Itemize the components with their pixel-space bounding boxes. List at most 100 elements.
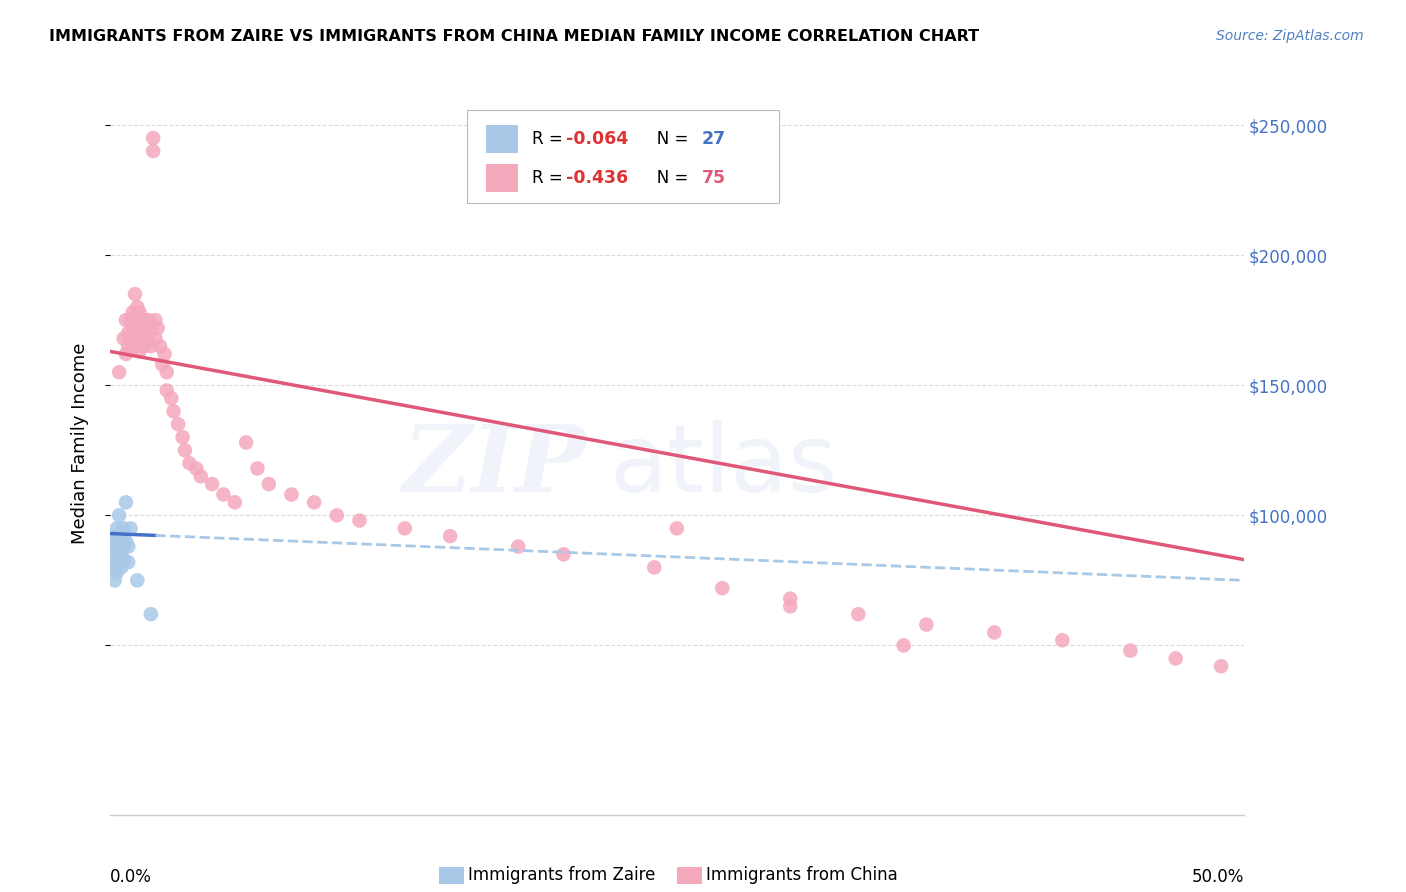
Point <box>120 313 142 327</box>
Point <box>139 607 162 622</box>
Point <box>179 456 201 470</box>
Point <box>150 358 173 372</box>
Point <box>104 555 127 569</box>
Point <box>235 435 257 450</box>
Text: Immigrants from Zaire: Immigrants from Zaire <box>468 866 655 884</box>
Text: N =: N = <box>641 130 693 148</box>
Text: 75: 75 <box>702 169 725 187</box>
Point <box>112 540 135 554</box>
Text: atlas: atlas <box>609 420 837 512</box>
Point <box>162 404 184 418</box>
Point <box>110 542 132 557</box>
Point <box>115 313 138 327</box>
Point <box>508 540 530 554</box>
Point <box>145 313 167 327</box>
Point <box>711 581 734 595</box>
Point <box>124 287 146 301</box>
Point <box>127 300 149 314</box>
Point <box>105 540 128 554</box>
Bar <box>486 125 519 153</box>
Point <box>186 461 208 475</box>
Point <box>117 339 139 353</box>
Point <box>846 607 869 622</box>
Point <box>394 521 416 535</box>
Point <box>112 552 135 566</box>
Point <box>112 331 135 345</box>
Point <box>1119 643 1142 657</box>
Point <box>145 331 167 345</box>
Point <box>108 365 131 379</box>
Point <box>142 131 165 145</box>
Y-axis label: Median Family Income: Median Family Income <box>72 343 89 544</box>
Point <box>121 305 143 319</box>
Point <box>139 339 162 353</box>
Point <box>172 430 194 444</box>
Point <box>124 313 146 327</box>
Point <box>104 529 127 543</box>
Point <box>280 487 302 501</box>
Point <box>110 529 132 543</box>
Point <box>349 514 371 528</box>
Point <box>101 534 124 549</box>
Point <box>190 469 212 483</box>
Point <box>257 477 280 491</box>
FancyBboxPatch shape <box>467 110 779 202</box>
Point <box>139 321 162 335</box>
Point <box>120 521 142 535</box>
Point <box>156 384 179 398</box>
Point <box>302 495 325 509</box>
Point <box>108 508 131 523</box>
Point <box>142 144 165 158</box>
Point <box>212 487 235 501</box>
Text: IMMIGRANTS FROM ZAIRE VS IMMIGRANTS FROM CHINA MEDIAN FAMILY INCOME CORRELATION : IMMIGRANTS FROM ZAIRE VS IMMIGRANTS FROM… <box>49 29 980 44</box>
Point <box>174 443 197 458</box>
Point <box>131 313 153 327</box>
Point <box>665 521 688 535</box>
Point <box>156 365 179 379</box>
Point <box>127 574 149 588</box>
Point <box>108 555 131 569</box>
Point <box>105 552 128 566</box>
Point <box>149 339 172 353</box>
Point <box>115 534 138 549</box>
Point <box>104 540 127 554</box>
Point <box>101 547 124 561</box>
Point <box>128 305 150 319</box>
Point <box>112 521 135 535</box>
Point <box>127 339 149 353</box>
Bar <box>486 164 519 193</box>
Text: R =: R = <box>531 169 568 187</box>
Point <box>167 417 190 432</box>
Point <box>108 540 131 554</box>
Point <box>779 591 801 606</box>
Point <box>132 321 155 335</box>
Text: 0.0%: 0.0% <box>110 868 152 886</box>
Point <box>128 344 150 359</box>
Point <box>1209 659 1232 673</box>
Point <box>115 347 138 361</box>
Point <box>138 326 160 341</box>
Point <box>105 566 128 580</box>
Point <box>779 599 801 614</box>
Text: ZIP: ZIP <box>402 421 586 511</box>
Text: N =: N = <box>641 169 693 187</box>
Point <box>439 529 461 543</box>
Text: -0.436: -0.436 <box>565 169 628 187</box>
Point <box>128 326 150 341</box>
Point <box>160 391 183 405</box>
Point <box>121 321 143 335</box>
Point <box>553 547 575 561</box>
Point <box>643 560 665 574</box>
Point <box>131 331 153 345</box>
Point <box>105 521 128 535</box>
Bar <box>676 867 702 884</box>
Point <box>915 617 938 632</box>
Point <box>224 495 246 509</box>
Point <box>1164 651 1187 665</box>
Text: 50.0%: 50.0% <box>1191 868 1244 886</box>
Point <box>1052 633 1074 648</box>
Point <box>138 313 160 327</box>
Point <box>110 560 132 574</box>
Point <box>201 477 224 491</box>
Point <box>326 508 349 523</box>
